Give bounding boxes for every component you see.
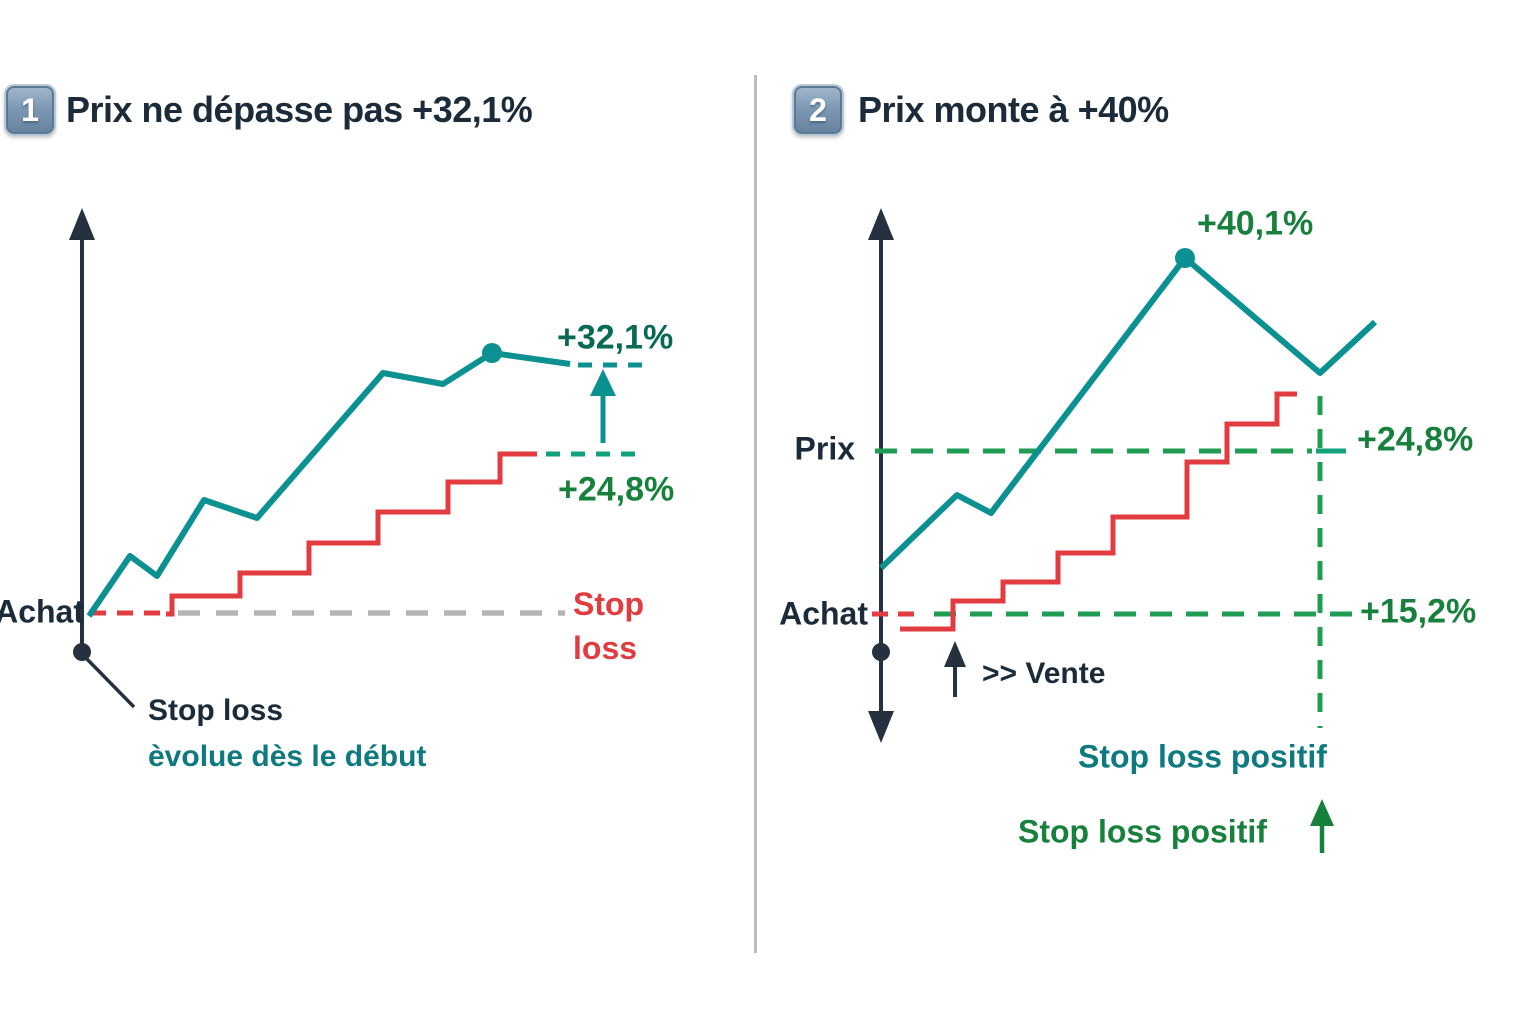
panel-2-badge: 2	[792, 84, 844, 136]
left-stop-loss-steps	[166, 451, 537, 617]
panel-1-badge-number: 1	[21, 91, 39, 128]
right-y-axis-up-arrowhead-icon	[868, 208, 894, 240]
panel-2-badge-number: 2	[809, 91, 827, 128]
left-price-peak-dot	[482, 343, 502, 363]
left-y-axis-arrowhead-icon	[69, 208, 95, 240]
left-gap-arrow-head-icon	[590, 369, 616, 396]
right-price-peak-dot	[1175, 248, 1195, 268]
right-vente-label: >> Vente	[982, 657, 1106, 690]
left-achat-label: Achat	[0, 593, 84, 630]
right-sell-percent-label: +24,8%	[1357, 420, 1474, 459]
left-annotation-leader-line	[83, 655, 136, 709]
right-achat-label: Achat	[779, 595, 868, 632]
right-prix-label: Prix	[794, 430, 855, 467]
right-peak-percent-label: +40,1%	[1197, 204, 1314, 243]
right-sale-arrow-head-icon	[944, 641, 966, 667]
right-stop-positive-green-label: Stop loss positif	[1018, 813, 1267, 850]
right-price-line	[878, 255, 1378, 571]
panel-1-badge: 1	[4, 84, 56, 136]
left-price-line	[86, 350, 571, 618]
right-stop-positive-arrow-head-icon	[1310, 799, 1334, 826]
left-annotation-subtitle: èvolue dès le début	[148, 740, 427, 773]
left-annotation-title: Stop loss	[148, 694, 284, 727]
right-stop-positive-teal-label: Stop loss positif	[1078, 738, 1327, 775]
left-peak-percent-label: +32,1%	[557, 318, 674, 357]
right-axis-dot	[872, 643, 890, 661]
panel-1-title: Prix ne dépasse pas +32,1%	[66, 89, 533, 130]
right-y-axis-down-arrowhead-icon	[868, 711, 894, 743]
panel-2-title: Prix monte à +40%	[858, 89, 1169, 130]
left-stop-percent-label: +24,8%	[558, 470, 675, 509]
right-buy-percent-label: +15,2%	[1360, 592, 1477, 631]
right-stop-loss-steps	[900, 391, 1297, 632]
left-stop-loss-label: Stop loss	[573, 586, 645, 666]
